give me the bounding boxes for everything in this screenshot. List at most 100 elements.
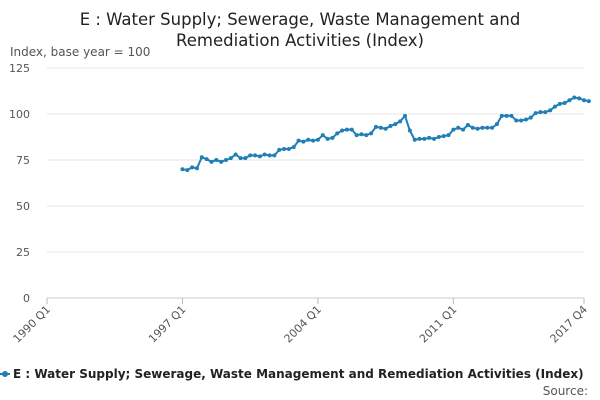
data-point[interactable]: [432, 136, 437, 141]
data-point[interactable]: [248, 153, 253, 158]
data-point[interactable]: [296, 138, 301, 143]
data-point[interactable]: [209, 159, 214, 164]
data-point[interactable]: [253, 153, 258, 158]
legend-label: E : Water Supply; Sewerage, Waste Manage…: [13, 367, 584, 381]
data-point[interactable]: [204, 157, 209, 162]
y-axis-ticks: 0 25 50 75 100 125: [9, 62, 30, 305]
data-point[interactable]: [586, 99, 591, 104]
data-point[interactable]: [465, 123, 470, 128]
data-point[interactable]: [364, 133, 369, 138]
data-point[interactable]: [461, 127, 466, 132]
data-point[interactable]: [224, 158, 228, 162]
data-point[interactable]: [378, 125, 383, 130]
data-point[interactable]: [490, 125, 495, 130]
data-point[interactable]: [194, 166, 199, 171]
data-point[interactable]: [306, 137, 311, 142]
y-tick-label: 50: [16, 200, 30, 213]
data-point[interactable]: [451, 127, 456, 132]
data-point[interactable]: [441, 134, 446, 139]
data-point[interactable]: [485, 125, 490, 130]
data-point[interactable]: [548, 108, 553, 113]
data-point[interactable]: [311, 138, 316, 143]
data-point[interactable]: [267, 153, 272, 158]
data-point[interactable]: [373, 124, 378, 129]
data-point[interactable]: [219, 159, 224, 164]
data-point[interactable]: [369, 131, 374, 136]
data-point[interactable]: [538, 110, 543, 115]
data-point[interactable]: [257, 154, 262, 159]
data-point[interactable]: [470, 125, 475, 130]
data-point[interactable]: [403, 113, 407, 118]
data-point[interactable]: [412, 137, 417, 142]
data-point[interactable]: [214, 158, 219, 162]
data-point[interactable]: [388, 123, 393, 128]
data-point[interactable]: [354, 133, 359, 138]
data-point[interactable]: [475, 126, 480, 131]
data-point[interactable]: [340, 128, 345, 133]
data-point[interactable]: [436, 135, 441, 139]
data-point[interactable]: [359, 132, 364, 137]
data-point[interactable]: [262, 152, 267, 157]
data-point[interactable]: [514, 118, 519, 123]
data-point[interactable]: [567, 98, 572, 103]
data-point[interactable]: [233, 152, 238, 157]
data-point[interactable]: [344, 127, 349, 132]
data-point[interactable]: [504, 113, 509, 118]
data-point[interactable]: [456, 125, 461, 130]
y-tick-label: 25: [16, 246, 30, 259]
data-point[interactable]: [320, 133, 325, 138]
data-point[interactable]: [519, 118, 524, 123]
data-point[interactable]: [199, 155, 204, 160]
x-tick-label: 2004 Q1: [282, 303, 325, 346]
x-tick-label: 1990 Q1: [11, 303, 54, 346]
x-axis-ticks: 1990 Q1 1997 Q1 2004 Q1 2011 Q1 2017 Q4: [11, 298, 590, 346]
series-layer: [180, 95, 591, 173]
y-axis-label: Index, base year = 100: [10, 45, 150, 59]
chart-title-line-2: Remediation Activities (Index): [176, 31, 424, 50]
data-point[interactable]: [243, 156, 248, 161]
data-point[interactable]: [572, 95, 577, 100]
data-point[interactable]: [577, 96, 582, 101]
data-point[interactable]: [398, 119, 403, 124]
data-point[interactable]: [291, 145, 296, 150]
x-tick-label: 1997 Q1: [146, 303, 189, 346]
data-point[interactable]: [422, 136, 427, 141]
data-point[interactable]: [523, 117, 528, 122]
data-point[interactable]: [190, 165, 195, 170]
data-point[interactable]: [582, 98, 586, 103]
data-point[interactable]: [228, 156, 233, 161]
data-point[interactable]: [383, 126, 388, 131]
data-point[interactable]: [562, 100, 567, 105]
data-point[interactable]: [330, 135, 335, 140]
data-point[interactable]: [185, 168, 190, 173]
data-point[interactable]: [315, 137, 320, 142]
data-point[interactable]: [499, 113, 504, 118]
data-point[interactable]: [282, 146, 287, 151]
data-point[interactable]: [446, 133, 451, 138]
legend[interactable]: E : Water Supply; Sewerage, Waste Manage…: [0, 367, 584, 381]
data-point[interactable]: [533, 111, 538, 116]
data-point[interactable]: [417, 136, 422, 141]
data-point[interactable]: [286, 146, 291, 151]
data-point[interactable]: [494, 122, 499, 127]
grid: [47, 67, 584, 299]
data-point[interactable]: [349, 127, 354, 132]
data-point[interactable]: [325, 136, 330, 141]
data-point[interactable]: [557, 101, 562, 106]
data-point[interactable]: [335, 131, 340, 136]
data-point[interactable]: [272, 153, 277, 158]
data-point[interactable]: [552, 104, 557, 109]
data-point[interactable]: [528, 115, 533, 120]
data-point[interactable]: [407, 128, 412, 133]
data-point[interactable]: [301, 139, 306, 144]
data-point[interactable]: [277, 147, 282, 152]
data-point[interactable]: [393, 122, 398, 127]
data-point[interactable]: [180, 167, 185, 172]
data-point[interactable]: [238, 156, 243, 161]
data-point[interactable]: [480, 125, 485, 130]
data-point[interactable]: [543, 110, 548, 115]
y-tick-label: 100: [9, 108, 30, 121]
legend-marker-icon: [2, 371, 8, 377]
data-point[interactable]: [509, 113, 514, 118]
data-point[interactable]: [427, 135, 432, 140]
